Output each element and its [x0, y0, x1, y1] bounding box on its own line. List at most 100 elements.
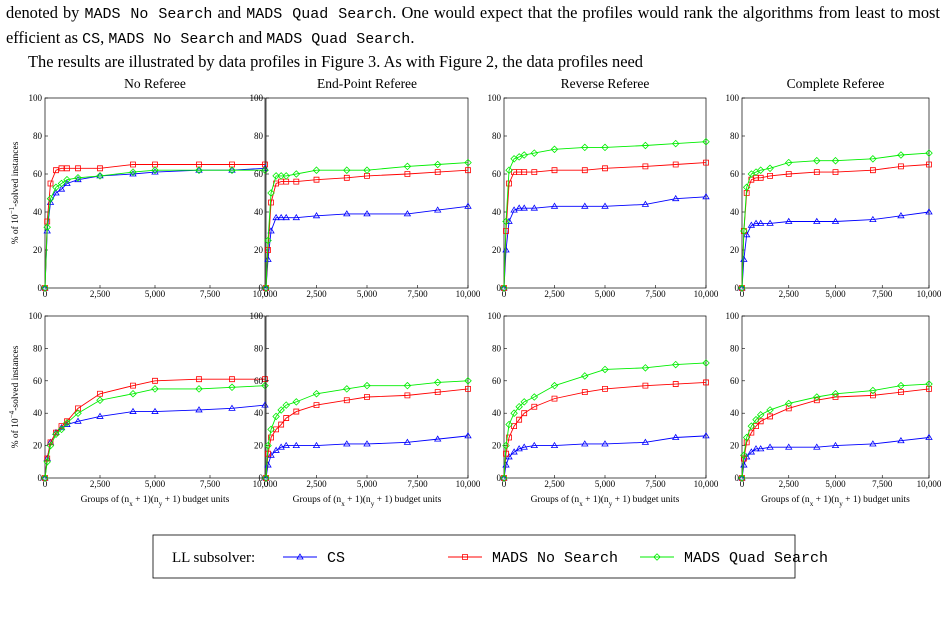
marker [766, 164, 774, 173]
text-run: y [371, 500, 375, 508]
marker [506, 434, 512, 441]
legend-marker [462, 554, 468, 560]
marker [515, 402, 523, 411]
marker [925, 208, 933, 215]
marker [601, 365, 609, 374]
y-tick-label: 40 [730, 408, 740, 418]
marker [292, 398, 301, 406]
marker [502, 217, 510, 226]
marker [343, 397, 350, 404]
x-tick-label: 5,000 [825, 479, 846, 489]
marker [433, 378, 442, 387]
marker [671, 360, 680, 369]
text-run: -solved instances [11, 345, 21, 410]
marker [75, 405, 81, 412]
legend-marker [653, 553, 661, 561]
marker [898, 163, 904, 170]
y-tick-label: 20 [492, 441, 502, 451]
y-tick-label: 100 [488, 93, 502, 103]
marker [581, 372, 589, 380]
y-tick-label: 60 [33, 169, 43, 179]
x-tick-label: 10,000 [456, 479, 481, 489]
marker [925, 380, 933, 388]
text-run: + 1)(n [813, 494, 839, 505]
marker [57, 425, 66, 434]
marker [282, 213, 290, 221]
text-run: . One would expect that the profiles wou… [6, 3, 940, 47]
y-tick-label: 40 [254, 408, 264, 418]
marker [530, 441, 539, 449]
marker [742, 231, 751, 238]
series-line [265, 435, 469, 479]
series-line [503, 362, 707, 479]
marker [364, 172, 370, 179]
text-run: Groups of (n [531, 494, 580, 505]
marker [464, 432, 472, 439]
marker [196, 376, 202, 383]
marker [129, 407, 137, 414]
marker [434, 389, 441, 396]
marker [520, 398, 528, 406]
y-tick-label: 40 [492, 207, 502, 217]
marker [74, 417, 82, 424]
y-tick-label: 0 [735, 473, 740, 483]
x-tick-label: 5,000 [145, 289, 166, 299]
marker [601, 440, 609, 447]
x-tick-label: 10,000 [694, 289, 719, 299]
text-run: , [100, 27, 109, 47]
y-tick-label: 60 [254, 376, 264, 386]
marker [47, 180, 54, 187]
legend-title: LL subsolver: [172, 550, 255, 566]
x-axis-label: Groups of (nx + 1)(ny + 1) budget units [81, 494, 230, 508]
body-text: denoted by MADS No Search and MADS Quad … [6, 2, 940, 74]
marker [228, 404, 236, 411]
series-line [265, 388, 469, 479]
marker [520, 443, 528, 450]
marker [742, 433, 751, 442]
marker [262, 474, 270, 482]
text-run: x [341, 500, 345, 508]
y-tick-label: 80 [492, 343, 502, 353]
marker [282, 401, 290, 409]
text-run: y [839, 500, 843, 508]
text-run: % of 10 [10, 418, 21, 448]
series-line [44, 169, 265, 289]
marker [151, 385, 159, 393]
marker [129, 168, 137, 176]
marker [265, 247, 271, 253]
y-tick-label: 80 [33, 343, 43, 353]
text-run: Groups of (n [761, 494, 810, 505]
marker [195, 406, 203, 413]
y-tick-label: 60 [492, 169, 502, 179]
marker [228, 383, 236, 392]
marker [756, 166, 765, 174]
marker [530, 149, 539, 157]
marker [766, 406, 774, 414]
text-run: + 1) budget units [162, 494, 229, 505]
y-tick-label: 80 [254, 343, 264, 353]
marker [752, 415, 760, 424]
marker [282, 172, 290, 180]
y-tick-label: 60 [33, 376, 43, 386]
text-run: The results are illustrated by data prof… [28, 52, 643, 71]
y-tick-label: 100 [29, 93, 43, 103]
marker [738, 474, 746, 481]
marker [363, 381, 371, 390]
marker [130, 382, 136, 389]
x-tick-label: 10,000 [456, 289, 481, 299]
marker [502, 441, 510, 450]
text-run: Groups of (n [81, 494, 130, 505]
text-run: x [810, 500, 814, 508]
marker [43, 223, 51, 231]
marker [500, 474, 508, 482]
marker [742, 183, 751, 192]
marker [63, 175, 71, 184]
y-axis-label: % of 10−4-solved instances [8, 345, 21, 448]
marker [75, 165, 81, 172]
marker [261, 381, 269, 390]
marker [267, 189, 275, 197]
text-run: -solved instances [11, 141, 21, 206]
marker [702, 137, 710, 146]
text-run: x [129, 500, 133, 508]
marker [581, 440, 589, 447]
